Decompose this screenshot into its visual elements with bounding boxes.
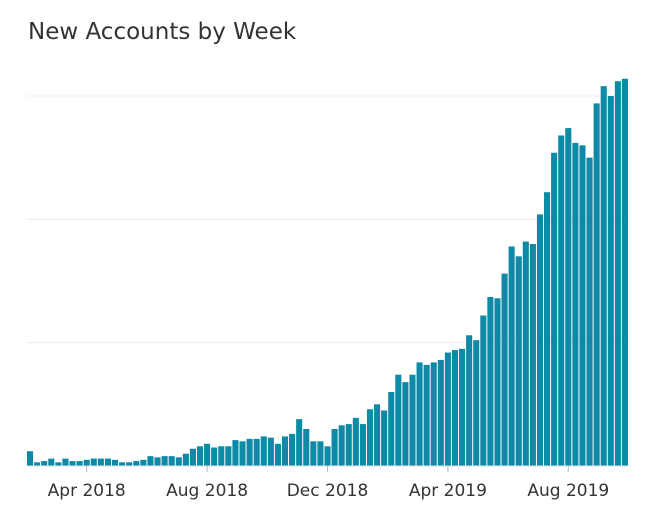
- bar-66: [494, 298, 501, 466]
- bar-70: [522, 241, 529, 466]
- bar-14: [126, 462, 133, 466]
- bar-63: [473, 340, 480, 466]
- bar-0: [27, 451, 34, 466]
- bar-47: [359, 424, 366, 466]
- bar-11: [104, 458, 111, 466]
- bar-40: [310, 441, 317, 466]
- bar-35: [274, 443, 281, 466]
- bar-39: [303, 429, 310, 466]
- bar-54: [409, 374, 416, 466]
- bar-38: [296, 419, 303, 466]
- bar-71: [529, 244, 536, 466]
- bar-42: [324, 446, 331, 466]
- bar-29: [232, 440, 239, 466]
- x-tick-label-4: Aug 2019: [527, 481, 609, 501]
- bar-69: [515, 256, 522, 466]
- bar-49: [374, 404, 381, 466]
- bar-76: [565, 128, 572, 466]
- bar-31: [246, 438, 253, 466]
- chart-title: New Accounts by Week: [28, 19, 297, 45]
- bar-48: [366, 409, 374, 466]
- bar-45: [345, 424, 352, 466]
- bar-50: [381, 410, 388, 466]
- bar-58: [437, 359, 444, 466]
- bar-5: [62, 458, 69, 466]
- bar-41: [317, 441, 324, 466]
- bar-16: [140, 459, 147, 466]
- bar-8: [83, 459, 90, 466]
- x-tick-label-3: Apr 2019: [409, 481, 487, 501]
- bar-33: [260, 436, 267, 466]
- bar-75: [558, 135, 565, 466]
- bar-6: [69, 461, 76, 466]
- bar-32: [253, 438, 260, 466]
- bar-77: [572, 142, 579, 466]
- bar-79: [586, 157, 593, 467]
- bar-30: [239, 441, 246, 466]
- x-tick-label-0: Apr 2018: [48, 481, 126, 501]
- bar-67: [501, 273, 508, 466]
- bar-55: [416, 362, 423, 466]
- bar-3: [48, 458, 55, 466]
- bar-4: [55, 462, 62, 466]
- bar-2: [41, 461, 48, 466]
- bar-46: [352, 417, 359, 466]
- bar-27: [218, 446, 225, 466]
- bar-9: [90, 458, 97, 466]
- bar-20: [168, 456, 175, 466]
- bar-62: [466, 335, 473, 466]
- bar-80: [593, 103, 600, 467]
- bar-24: [196, 446, 204, 466]
- bar-22: [182, 453, 189, 466]
- x-axis: [27, 465, 629, 472]
- bar-12: [111, 459, 119, 466]
- x-tick-label-2: Dec 2018: [287, 481, 369, 501]
- bar-64: [480, 315, 487, 466]
- bar-37: [289, 433, 296, 466]
- bar-15: [133, 461, 140, 466]
- bar-57: [430, 362, 437, 466]
- bar-60: [451, 350, 459, 466]
- bar-68: [508, 246, 515, 466]
- bar-13: [119, 462, 126, 466]
- bar-53: [402, 382, 409, 466]
- x-tick-label-1: Aug 2018: [166, 481, 248, 501]
- bar-82: [607, 96, 614, 466]
- bar-61: [459, 348, 466, 466]
- bar-65: [487, 297, 494, 466]
- bar-72: [536, 214, 544, 466]
- bar-34: [267, 437, 274, 466]
- bar-43: [331, 429, 338, 466]
- bar-73: [544, 192, 551, 466]
- bar-56: [423, 364, 430, 466]
- bar-36: [281, 436, 289, 466]
- bar-52: [395, 374, 402, 466]
- bar-23: [189, 448, 196, 466]
- bars: [27, 78, 629, 467]
- bar-26: [211, 447, 218, 466]
- x-tick-labels: Apr 2018 Aug 2018 Dec 2018 Apr 2019 Aug 2019: [48, 481, 610, 501]
- bar-7: [76, 461, 83, 466]
- bar-84: [621, 78, 629, 466]
- bar-81: [600, 86, 607, 466]
- bar-78: [579, 145, 586, 466]
- bar-51: [388, 392, 395, 466]
- bar-44: [338, 425, 345, 466]
- bar-19: [161, 456, 168, 466]
- bar-1: [34, 462, 41, 466]
- bar-21: [175, 457, 182, 466]
- bar-83: [614, 81, 621, 466]
- bar-28: [225, 446, 232, 466]
- bar-17: [147, 456, 154, 466]
- bar-18: [154, 457, 161, 466]
- bar-74: [551, 152, 558, 467]
- bar-10: [97, 458, 104, 466]
- bar-59: [444, 352, 451, 466]
- bar-25: [204, 443, 211, 466]
